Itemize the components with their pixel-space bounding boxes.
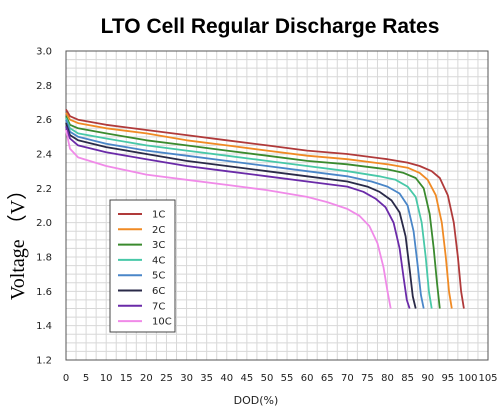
x-tick-label: 80 [381, 373, 394, 384]
x-tick-label: 30 [180, 373, 193, 384]
series-line-4c [65, 117, 433, 309]
y-tick-label: 2.4 [36, 150, 52, 161]
x-tick-label: 60 [301, 373, 314, 384]
x-tick-label: 55 [281, 373, 294, 384]
y-tick-label: 2.8 [36, 81, 52, 92]
y-tick-label: 1.2 [36, 356, 52, 367]
x-tick-label: 40 [220, 373, 233, 384]
y-tick-label: 2.2 [36, 184, 52, 195]
y-tick-label: 1.4 [36, 321, 52, 332]
legend-label: 4C [152, 255, 165, 266]
series-line-7c [65, 126, 411, 309]
x-tick-label: 20 [140, 373, 153, 384]
x-tick-label: 50 [261, 373, 274, 384]
series-line-3c [65, 115, 441, 309]
series-line-2c [65, 112, 453, 309]
x-tick-label: 100 [458, 373, 477, 384]
y-tick-label: 1.6 [36, 287, 52, 298]
x-axis-ticks: 0 5 10 15 20 25 30 35 40 45 50 55 60 65 70 75 80 85 90 95 10… [63, 373, 498, 384]
legend-label: 5C [152, 271, 165, 282]
x-tick-label: 25 [160, 373, 173, 384]
y-tick-label: 1.8 [36, 253, 52, 264]
series-line-6c [65, 122, 417, 309]
series-line-1c [65, 108, 465, 309]
x-tick-label: 0 [63, 373, 69, 384]
y-axis-label: Voltage （V） [6, 180, 29, 300]
x-tick-label: 5 [83, 373, 89, 384]
x-tick-label: 105 [478, 373, 497, 384]
legend-label: 1C [152, 210, 165, 221]
legend-label: 2C [152, 225, 165, 236]
legend: 1C 2C 3C 4C 5C 6C 7C 10C [109, 199, 176, 333]
y-tick-label: 3.0 [36, 47, 52, 58]
legend-label: 6C [152, 286, 165, 297]
series-lines [65, 108, 465, 309]
y-tick-label: 2.6 [36, 115, 52, 126]
plot-area [65, 50, 489, 361]
series-line-5c [65, 119, 425, 309]
x-tick-label: 75 [361, 373, 374, 384]
x-tick-label: 45 [240, 373, 253, 384]
chart-title: LTO Cell Regular Discharge Rates [101, 15, 440, 38]
x-tick-label: 15 [120, 373, 133, 384]
legend-label: 10C [152, 317, 172, 328]
x-tick-label: 10 [100, 373, 113, 384]
y-axis-ticks: 1.2 1.4 1.6 1.8 2.0 2.2 2.4 2.6 2.8 3.0 [36, 47, 52, 367]
y-tick-label: 2.0 [36, 218, 52, 229]
x-tick-label: 85 [401, 373, 414, 384]
x-tick-label: 95 [441, 373, 454, 384]
x-axis-label: DOD(%) [234, 394, 279, 407]
x-tick-label: 90 [421, 373, 434, 384]
legend-label: 7C [152, 301, 165, 312]
x-tick-label: 70 [341, 373, 354, 384]
x-tick-label: 35 [200, 373, 213, 384]
x-tick-label: 65 [321, 373, 334, 384]
series-line-10c [65, 129, 392, 309]
legend-box [109, 199, 176, 333]
legend-label: 3C [152, 240, 165, 251]
